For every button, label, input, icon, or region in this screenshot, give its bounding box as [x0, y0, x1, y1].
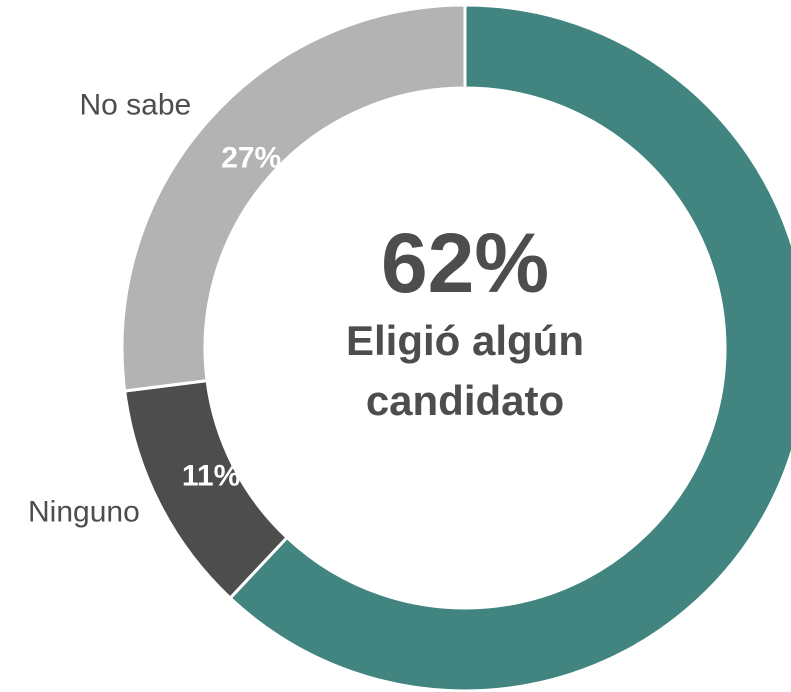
center-label: 62% Eligió algún candidato — [305, 215, 625, 431]
center-value: 62% — [380, 216, 550, 310]
center-category: Eligió algún candidato — [346, 317, 584, 424]
donut-segment — [120, 3, 467, 393]
value-label: 27% — [221, 141, 281, 174]
value-label: 11% — [182, 459, 240, 492]
category-label: Ninguno — [28, 496, 140, 529]
donut-segment — [228, 3, 791, 692]
category-label: No sabe — [79, 89, 191, 122]
